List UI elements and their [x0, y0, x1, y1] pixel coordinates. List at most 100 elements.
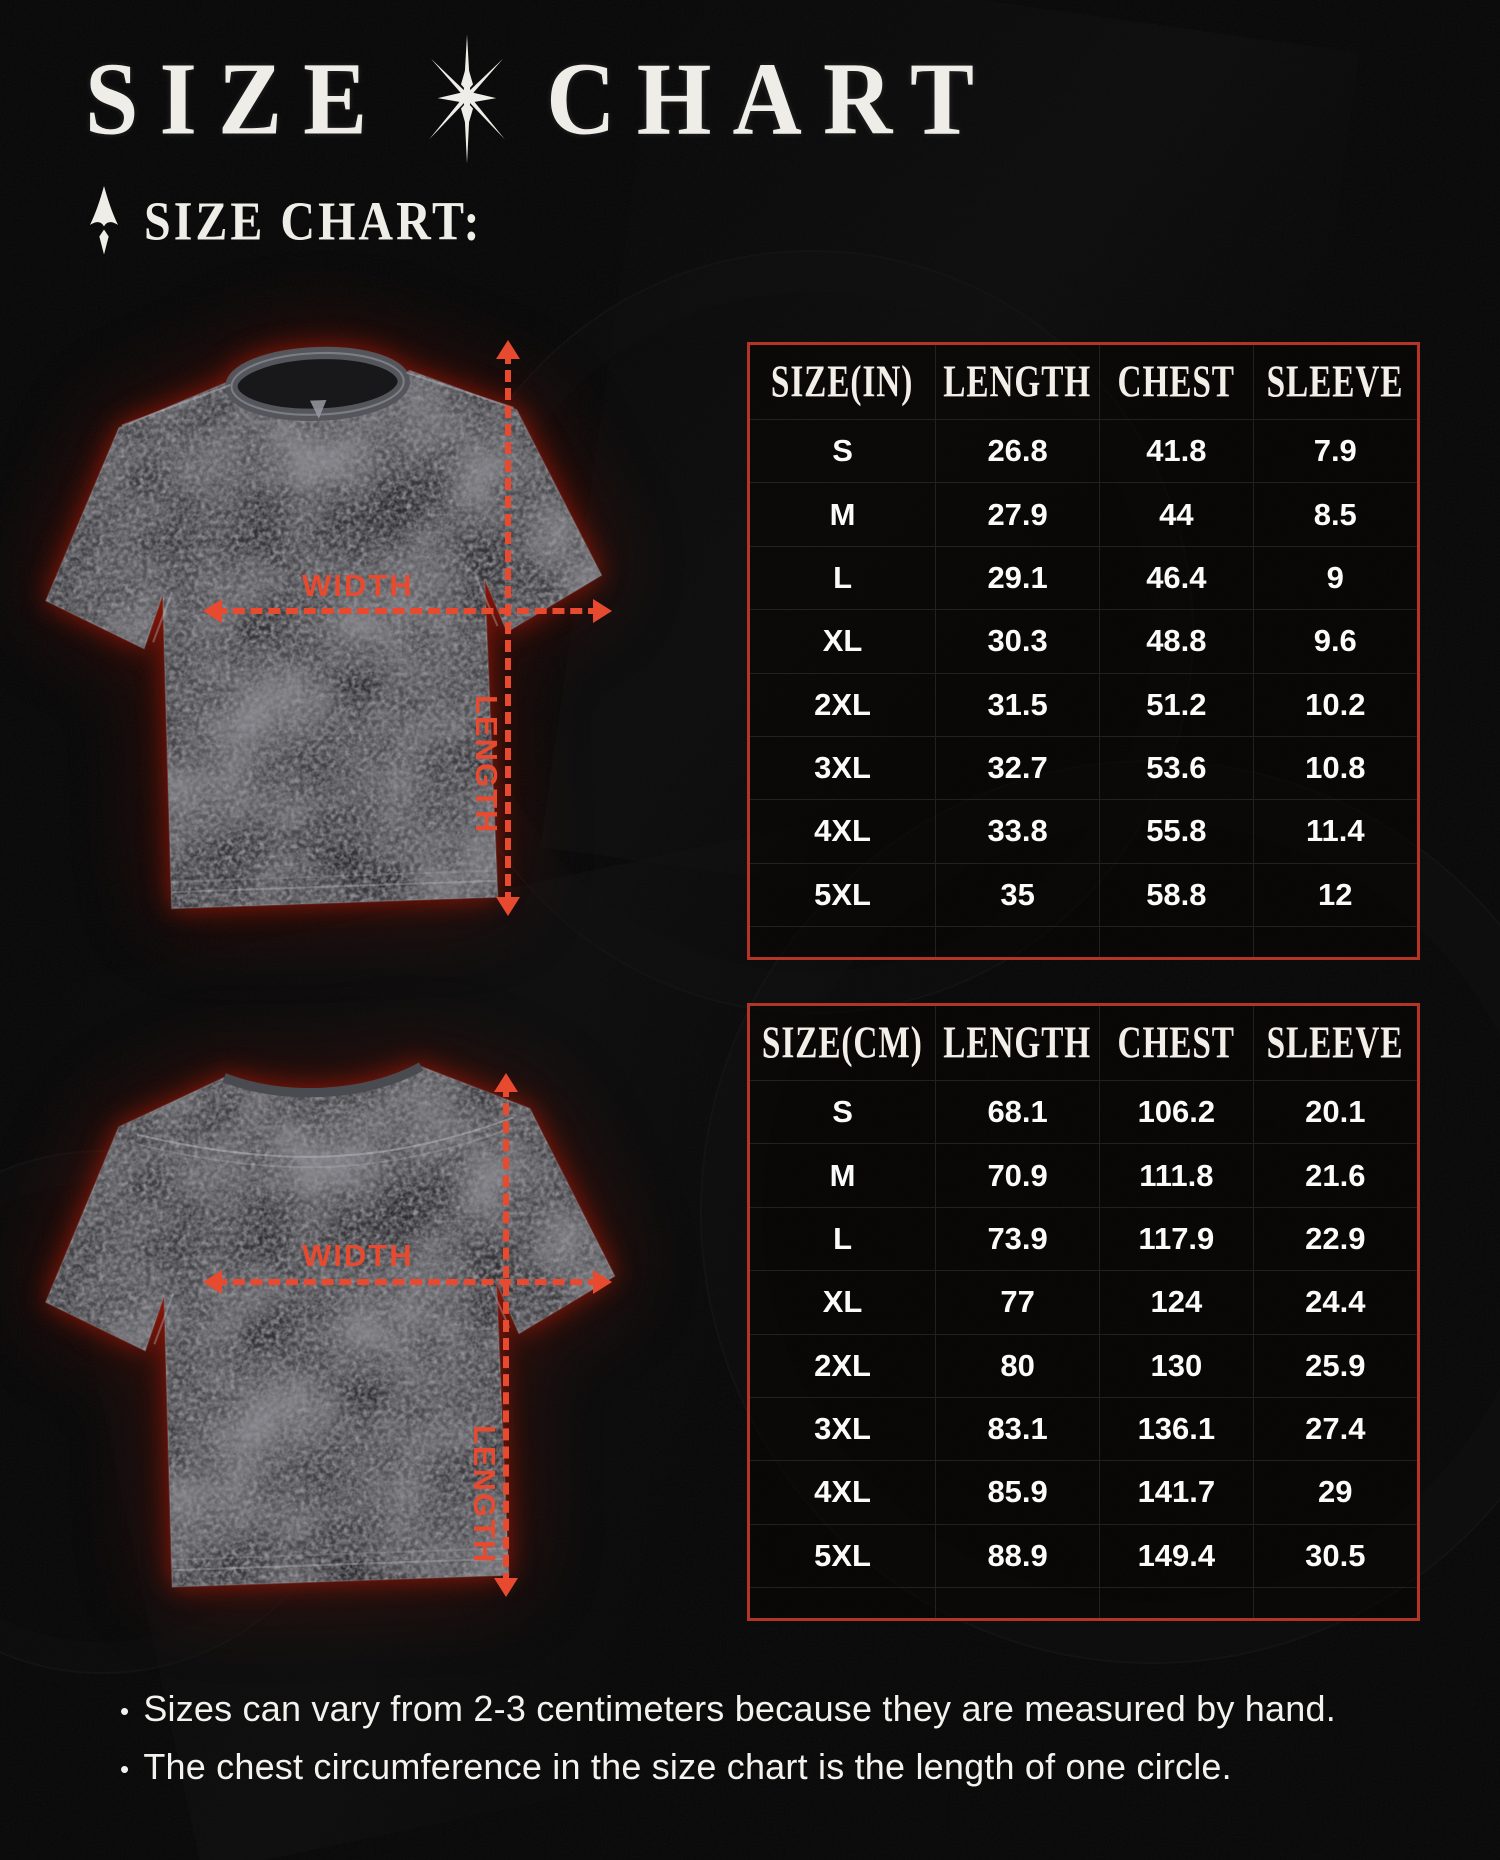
value-cell: 130 — [1100, 1334, 1254, 1397]
table-row: 4XL 33.8 55.8 11.4 — [750, 800, 1417, 864]
value-cell: 10.8 — [1305, 750, 1366, 786]
note-line: • Sizes can vary from 2-3 centimeters be… — [120, 1688, 1450, 1730]
size-table-cm: SIZE(CM) LENGTH CHEST SLEEVE S 68.1 106.2 20.1 M… — [747, 1003, 1420, 1621]
table-row: 3XL 32.7 53.6 10.8 — [750, 736, 1417, 801]
table-row: S 26.8 41.8 7.9 — [750, 420, 1417, 484]
table-header-row: SIZE(IN) LENGTH CHEST SLEEVE — [750, 345, 1417, 420]
table-row: M 70.9 111.8 21.6 — [750, 1144, 1417, 1208]
value-cell: 106.2 — [1100, 1081, 1254, 1144]
width-label-back: WIDTH — [302, 1238, 414, 1273]
width-arrow-back — [203, 1270, 612, 1294]
column-header: SLEEVE — [1266, 356, 1404, 408]
value-cell: 9 — [1326, 559, 1344, 595]
background-ornament — [0, 1150, 364, 1674]
column-header: LENGTH — [936, 345, 1101, 419]
value-cell: 88.9 — [936, 1524, 1101, 1587]
column-header: CHEST — [1100, 1006, 1254, 1080]
size-cell: XL — [750, 1271, 937, 1334]
value-cell: 44 — [1100, 483, 1254, 546]
size-cell: L — [750, 1207, 937, 1271]
subtitle-row: SIZE CHART: — [86, 186, 482, 256]
width-arrow-front — [203, 599, 612, 623]
value-cell: 10.2 — [1305, 686, 1366, 722]
value-cell: 29.1 — [936, 546, 1101, 610]
table-row: 4XL 85.9 141.7 29 — [750, 1461, 1417, 1525]
spacer-cell — [1254, 927, 1417, 957]
value-cell: 26.8 — [936, 420, 1101, 483]
spear-icon — [90, 186, 118, 255]
page-title: SIZE CHART — [85, 34, 995, 164]
value-cell: 149.4 — [1100, 1524, 1254, 1587]
value-cell: 77 — [936, 1271, 1101, 1334]
spacer-cell — [936, 1588, 1101, 1618]
size-cell: M — [750, 1144, 937, 1207]
value-cell: 20.1 — [1305, 1094, 1366, 1130]
value-cell: 70.9 — [936, 1144, 1101, 1207]
value-cell: 27.4 — [1305, 1411, 1366, 1447]
tshirt-front-image — [28, 316, 624, 942]
value-cell: 46.4 — [1100, 546, 1254, 610]
value-cell: 22.9 — [1305, 1220, 1366, 1256]
size-cell: S — [750, 1081, 937, 1144]
value-cell: 8.5 — [1313, 496, 1357, 532]
table-row: XL 77 124 24.4 — [750, 1271, 1417, 1335]
column-header: CHEST — [1100, 345, 1254, 419]
tshirt-back-image — [28, 1020, 634, 1602]
subtitle-text: SIZE CHART: — [144, 190, 483, 252]
value-cell: 9.6 — [1313, 623, 1357, 659]
value-cell: 25.9 — [1305, 1347, 1366, 1383]
table-row: 5XL 88.9 149.4 30.5 — [750, 1524, 1417, 1588]
length-label-front: LENGTH — [469, 695, 504, 835]
value-cell: 124 — [1100, 1271, 1254, 1334]
value-cell: 31.5 — [936, 673, 1101, 736]
value-cell: 30.5 — [1305, 1537, 1366, 1573]
column-header: SIZE(IN) — [750, 345, 937, 419]
value-cell: 41.8 — [1100, 420, 1254, 483]
size-cell: 3XL — [750, 1397, 937, 1461]
size-cell: 4XL — [750, 800, 937, 863]
width-label-front: WIDTH — [302, 568, 414, 603]
notes-section: • Sizes can vary from 2-3 centimeters be… — [120, 1688, 1450, 1788]
value-cell: 27.9 — [936, 483, 1101, 546]
note-text: Sizes can vary from 2-3 centimeters beca… — [143, 1688, 1336, 1729]
value-cell: 73.9 — [936, 1207, 1101, 1271]
note-line: • The chest circumference in the size ch… — [120, 1746, 1450, 1788]
bullet-icon: • — [120, 1754, 130, 1784]
size-cell: 5XL — [750, 1524, 937, 1587]
table-row: L 29.1 46.4 9 — [750, 546, 1417, 611]
size-cell: 2XL — [750, 673, 937, 736]
spacer-cell — [936, 927, 1101, 957]
value-cell: 83.1 — [936, 1397, 1101, 1461]
value-cell: 29 — [1318, 1474, 1353, 1510]
size-table-inches: SIZE(IN) LENGTH CHEST SLEEVE S 26.8 41.8 7.9 M 27… — [747, 342, 1420, 960]
note-text: The chest circumference in the size char… — [143, 1746, 1232, 1787]
column-header: SIZE(CM) — [750, 1006, 937, 1080]
size-cell: 3XL — [750, 736, 937, 800]
value-cell: 32.7 — [936, 736, 1101, 800]
chaos-star-icon — [429, 34, 506, 164]
table-spacer-row — [750, 927, 1417, 957]
size-cell: 2XL — [750, 1334, 937, 1397]
table-row: 5XL 35 58.8 12 — [750, 863, 1417, 927]
size-cell: 4XL — [750, 1461, 937, 1524]
value-cell: 117.9 — [1100, 1207, 1254, 1271]
spacer-cell — [750, 1588, 937, 1618]
size-cell: M — [750, 483, 937, 546]
column-header: LENGTH — [936, 1006, 1101, 1080]
title-word-size: SIZE — [85, 40, 389, 157]
table-header-row: SIZE(CM) LENGTH CHEST SLEEVE — [750, 1006, 1417, 1081]
spacer-cell — [1100, 927, 1254, 957]
value-cell: 111.8 — [1100, 1144, 1254, 1207]
value-cell: 51.2 — [1100, 673, 1254, 736]
value-cell: 7.9 — [1313, 433, 1357, 469]
table-row: XL 30.3 48.8 9.6 — [750, 610, 1417, 674]
spacer-cell — [1100, 1588, 1254, 1618]
table-row: L 73.9 117.9 22.9 — [750, 1207, 1417, 1272]
value-cell: 33.8 — [936, 800, 1101, 863]
table-row: M 27.9 44 8.5 — [750, 483, 1417, 547]
size-cell: 5XL — [750, 863, 937, 926]
value-cell: 24.4 — [1305, 1284, 1366, 1320]
length-arrow-front — [496, 340, 520, 916]
value-cell: 58.8 — [1100, 863, 1254, 926]
